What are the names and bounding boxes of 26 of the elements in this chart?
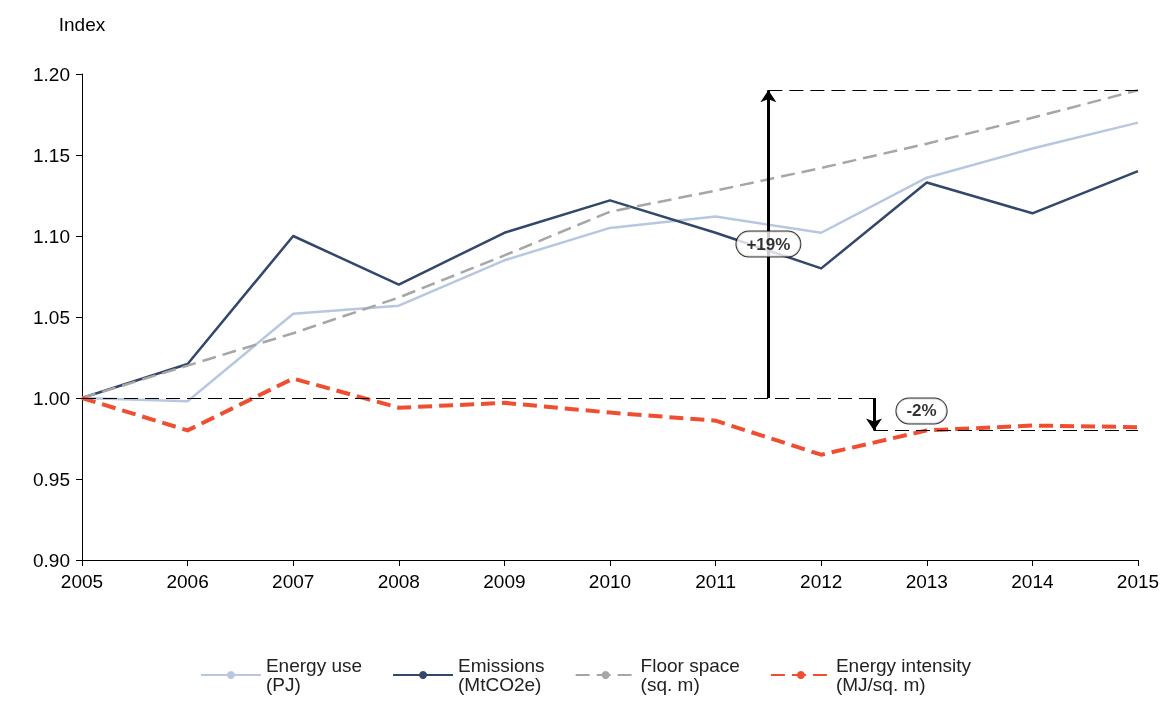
line-series	[80, 376, 1140, 457]
x-tick-label: 2008	[377, 571, 420, 592]
x-tick-label: 2011	[695, 571, 737, 592]
x-tick-label: 2006	[166, 571, 209, 592]
x-tick-label: 2010	[588, 571, 632, 592]
x-tick-label: 2007	[272, 571, 315, 592]
annotation: +19%	[746, 234, 791, 254]
x-tick-label: 2014	[1011, 571, 1054, 592]
legend-label: Energy use (PJ)	[265, 655, 363, 695]
x-tick-label: 2015	[1116, 571, 1160, 592]
y-tick-label: 1.15	[33, 144, 70, 166]
x-tick-label: 2012	[800, 571, 843, 592]
y-axis-title: Index	[58, 14, 106, 35]
legend-label: Energy intensity (MJ/sq. m)	[835, 655, 972, 695]
y-tick-label: 1.20	[33, 63, 70, 85]
x-tick-label: 2005	[60, 571, 104, 592]
x-tick-label: 2009	[483, 571, 526, 592]
y-tick-label: 1.00	[33, 387, 70, 409]
y-tick-label: 0.90	[33, 549, 70, 571]
x-tick-label: 2013	[905, 571, 948, 592]
y-tick-label: 1.05	[33, 306, 70, 328]
annotation: -2%	[906, 401, 937, 421]
y-tick-label: 0.95	[33, 468, 70, 490]
legend-label: Floor space (sq. m)	[640, 655, 740, 695]
y-tick-label: 1.10	[33, 225, 70, 247]
legend-label: Emissions (MtCO2e)	[458, 655, 545, 695]
